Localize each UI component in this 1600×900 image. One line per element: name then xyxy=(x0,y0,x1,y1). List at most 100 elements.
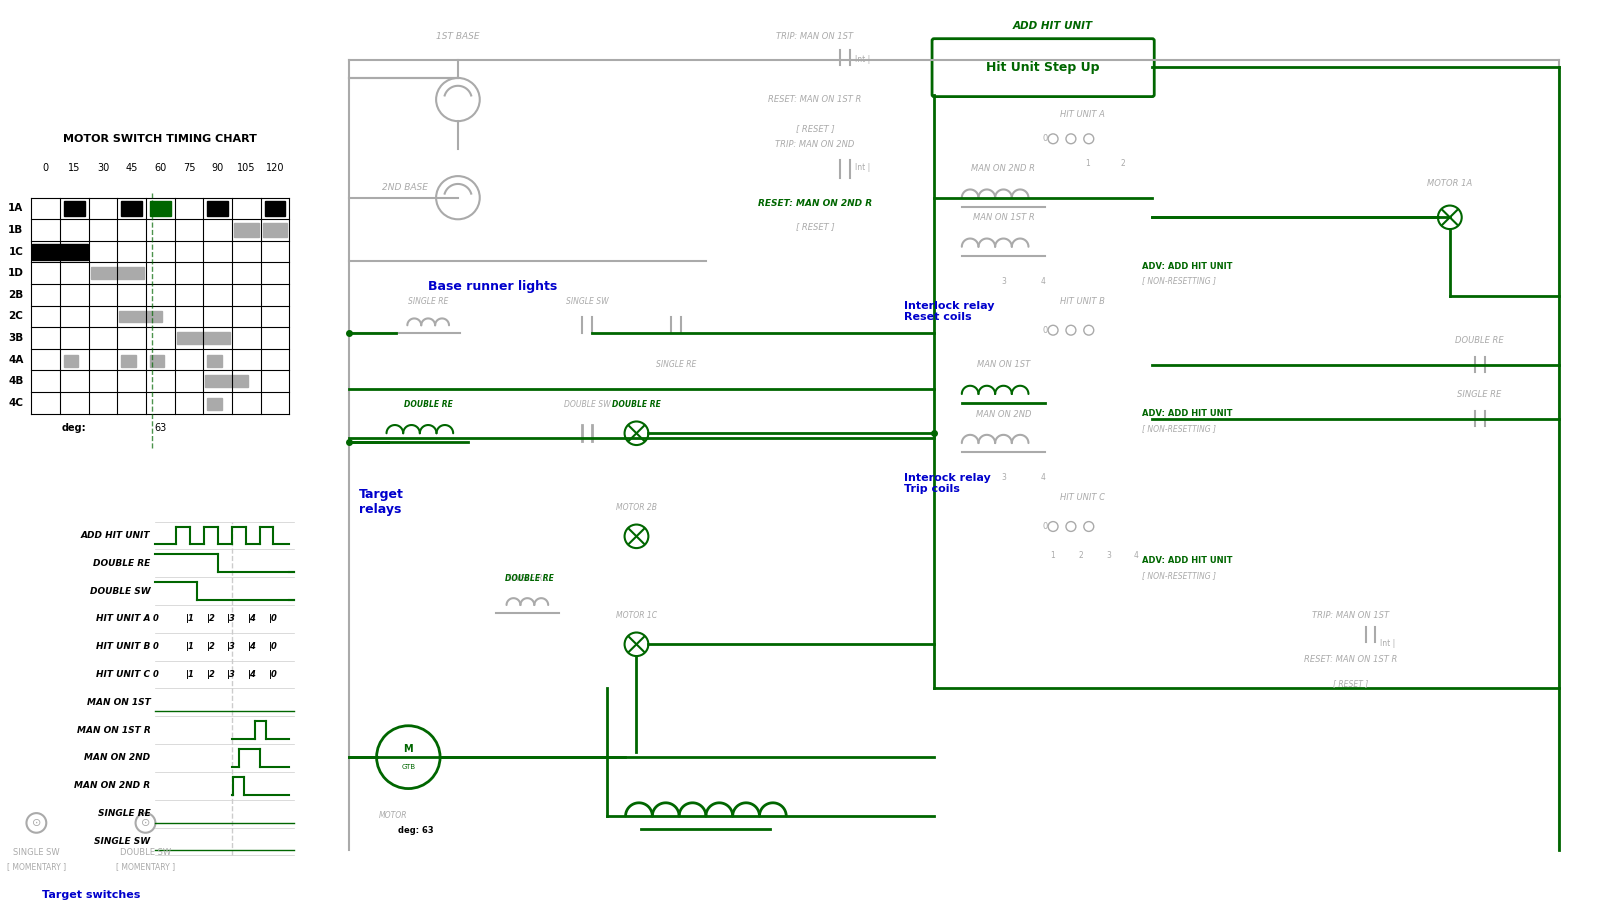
Text: |1: |1 xyxy=(186,670,195,680)
Text: Hit Unit Step Up: Hit Unit Step Up xyxy=(986,60,1099,74)
Text: Int |: Int | xyxy=(854,163,870,172)
Text: |3: |3 xyxy=(227,670,237,680)
Bar xyxy=(122,201,142,216)
Text: DOUBLE SW: DOUBLE SW xyxy=(90,587,150,596)
Text: ADD HIT UNIT: ADD HIT UNIT xyxy=(82,531,150,540)
Text: Int |: Int | xyxy=(854,56,870,65)
Text: 0: 0 xyxy=(1043,326,1048,335)
Text: ADV: ADD HIT UNIT: ADV: ADD HIT UNIT xyxy=(1142,410,1234,418)
Text: 3B: 3B xyxy=(8,333,24,343)
Text: 4: 4 xyxy=(1040,276,1045,285)
Text: ADV: ADD HIT UNIT: ADV: ADD HIT UNIT xyxy=(1142,262,1234,271)
Text: HIT UNIT C: HIT UNIT C xyxy=(1061,493,1106,502)
Text: SINGLE SW: SINGLE SW xyxy=(94,837,150,846)
Text: HIT UNIT C: HIT UNIT C xyxy=(96,670,150,680)
Text: MOTOR SWITCH TIMING CHART: MOTOR SWITCH TIMING CHART xyxy=(64,134,258,144)
Text: deg:: deg: xyxy=(61,423,86,434)
Text: 2: 2 xyxy=(1078,552,1083,561)
Text: 4: 4 xyxy=(1134,552,1139,561)
Text: 1B: 1B xyxy=(8,225,24,235)
Bar xyxy=(64,201,85,216)
Text: [ MOMENTARY ]: [ MOMENTARY ] xyxy=(115,862,174,871)
Text: Target
relays: Target relays xyxy=(358,488,403,516)
Text: deg: 63: deg: 63 xyxy=(398,826,434,835)
Text: 1: 1 xyxy=(1085,158,1090,167)
Text: |1: |1 xyxy=(186,615,195,624)
Text: ADD HIT UNIT: ADD HIT UNIT xyxy=(1013,21,1093,31)
Text: TRIP: MAN ON 1ST: TRIP: MAN ON 1ST xyxy=(1312,611,1389,620)
Text: |4: |4 xyxy=(248,615,258,624)
Text: SINGLE SW: SINGLE SW xyxy=(565,297,608,306)
Text: MAN ON 2ND R: MAN ON 2ND R xyxy=(74,781,150,790)
Text: |2: |2 xyxy=(206,670,216,680)
Bar xyxy=(176,332,230,344)
Text: MOTOR 1A: MOTOR 1A xyxy=(1427,179,1472,188)
Text: 63: 63 xyxy=(154,423,166,434)
Text: TRIP: MAN ON 1ST: TRIP: MAN ON 1ST xyxy=(776,32,853,40)
Text: SINGLE RE: SINGLE RE xyxy=(507,574,547,583)
Text: DOUBLE RE: DOUBLE RE xyxy=(1456,336,1504,345)
Text: [ RESET ]: [ RESET ] xyxy=(795,222,834,231)
Text: |4: |4 xyxy=(248,643,258,652)
Text: [ NON-RESETTING ]: [ NON-RESETTING ] xyxy=(1142,424,1216,433)
Text: |0: |0 xyxy=(269,615,278,624)
Text: Target switches: Target switches xyxy=(42,890,141,900)
Text: RESET: MAN ON 2ND R: RESET: MAN ON 2ND R xyxy=(758,199,872,208)
Text: SINGLE RE: SINGLE RE xyxy=(656,360,696,369)
Text: 60: 60 xyxy=(154,163,166,173)
Text: 0: 0 xyxy=(152,615,158,624)
Text: MAN ON 1ST: MAN ON 1ST xyxy=(978,361,1030,370)
Bar xyxy=(64,355,78,366)
Bar xyxy=(205,375,248,387)
Text: SINGLE RE: SINGLE RE xyxy=(1458,390,1502,399)
Text: MAN ON 1ST R: MAN ON 1ST R xyxy=(973,213,1034,222)
Bar xyxy=(208,201,229,216)
Text: 2C: 2C xyxy=(8,311,24,321)
Text: 4A: 4A xyxy=(8,355,24,365)
Text: |1: |1 xyxy=(186,643,195,652)
Text: 2B: 2B xyxy=(8,290,24,300)
Text: 0: 0 xyxy=(152,670,158,680)
Text: RESET: MAN ON 1ST R: RESET: MAN ON 1ST R xyxy=(1304,655,1397,664)
Text: SINGLE RE: SINGLE RE xyxy=(408,297,448,306)
Text: MAN ON 1ST R: MAN ON 1ST R xyxy=(77,725,150,734)
Text: 2ND BASE: 2ND BASE xyxy=(382,184,429,193)
Text: 3: 3 xyxy=(1002,276,1006,285)
Text: MOTOR: MOTOR xyxy=(379,811,406,820)
Text: GTB: GTB xyxy=(402,764,416,770)
Text: Interlock relay
Reset coils: Interlock relay Reset coils xyxy=(904,301,995,322)
Text: [ RESET ]: [ RESET ] xyxy=(1333,679,1368,688)
Text: [ NON-RESETTING ]: [ NON-RESETTING ] xyxy=(1142,572,1216,580)
Text: DOUBLE RE: DOUBLE RE xyxy=(403,400,453,409)
Text: |0: |0 xyxy=(269,670,278,680)
Text: 2: 2 xyxy=(1120,158,1125,167)
Text: MAN ON 2ND R: MAN ON 2ND R xyxy=(971,164,1035,173)
Text: 1: 1 xyxy=(1051,552,1056,561)
Text: MOTOR 1C: MOTOR 1C xyxy=(616,611,658,620)
Text: Interock relay
Trip coils: Interock relay Trip coils xyxy=(904,472,990,494)
Bar xyxy=(32,244,88,259)
Text: TRIP: MAN ON 2ND: TRIP: MAN ON 2ND xyxy=(776,140,854,148)
Text: 4B: 4B xyxy=(8,376,24,386)
Text: HIT UNIT B: HIT UNIT B xyxy=(1061,297,1106,306)
Text: ADV: ADD HIT UNIT: ADV: ADD HIT UNIT xyxy=(1142,556,1234,565)
Text: 75: 75 xyxy=(182,163,195,173)
Text: ⊙: ⊙ xyxy=(141,818,150,828)
Bar xyxy=(208,355,222,366)
Text: MOTOR 2B: MOTOR 2B xyxy=(616,503,658,512)
Text: M: M xyxy=(403,744,413,754)
Text: 120: 120 xyxy=(266,163,285,173)
Text: DOUBLE RE: DOUBLE RE xyxy=(93,559,150,568)
Text: 0: 0 xyxy=(152,643,158,652)
Text: 0: 0 xyxy=(43,163,50,173)
Text: 1ST BASE: 1ST BASE xyxy=(437,32,480,40)
Text: 3: 3 xyxy=(1002,472,1006,482)
Text: SINGLE SW: SINGLE SW xyxy=(13,849,59,858)
Text: |2: |2 xyxy=(206,643,216,652)
Text: 0: 0 xyxy=(1043,522,1048,531)
Bar xyxy=(122,355,136,366)
Text: MAN ON 2ND: MAN ON 2ND xyxy=(85,753,150,762)
Text: [ NON-RESETTING ]: [ NON-RESETTING ] xyxy=(1142,276,1216,285)
Text: DOUBLE SW: DOUBLE SW xyxy=(563,400,610,409)
Text: 1D: 1D xyxy=(8,268,24,278)
